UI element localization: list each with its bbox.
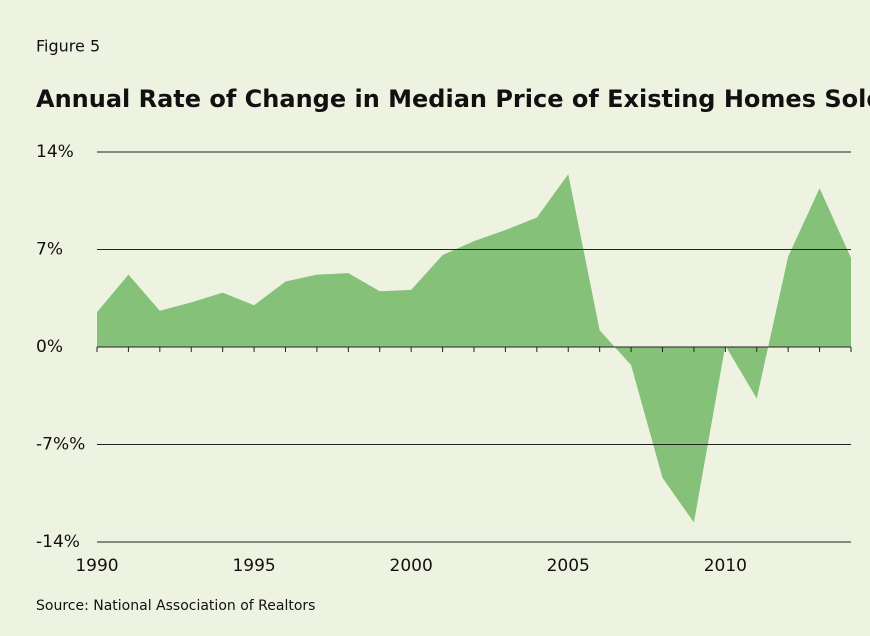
x-tick-label: 1990 xyxy=(75,556,118,576)
source-note: Source: National Association of Realtors xyxy=(36,598,315,614)
figure-label: Figure 5 xyxy=(36,37,100,56)
x-tick-label: 2010 xyxy=(704,556,747,576)
area xyxy=(97,174,851,523)
y-tick-label: -14% xyxy=(36,532,80,552)
y-tick-label: 14% xyxy=(36,142,74,162)
x-tick-label: 2000 xyxy=(390,556,433,576)
chart-title: Annual Rate of Change in Median Price of… xyxy=(36,85,870,113)
y-tick-label: -7%% xyxy=(36,435,85,455)
x-tick-label: 2005 xyxy=(547,556,590,576)
y-tick-label: 0% xyxy=(36,337,63,357)
y-tick-label: 7% xyxy=(36,240,63,260)
x-tick-label: 1995 xyxy=(232,556,275,576)
